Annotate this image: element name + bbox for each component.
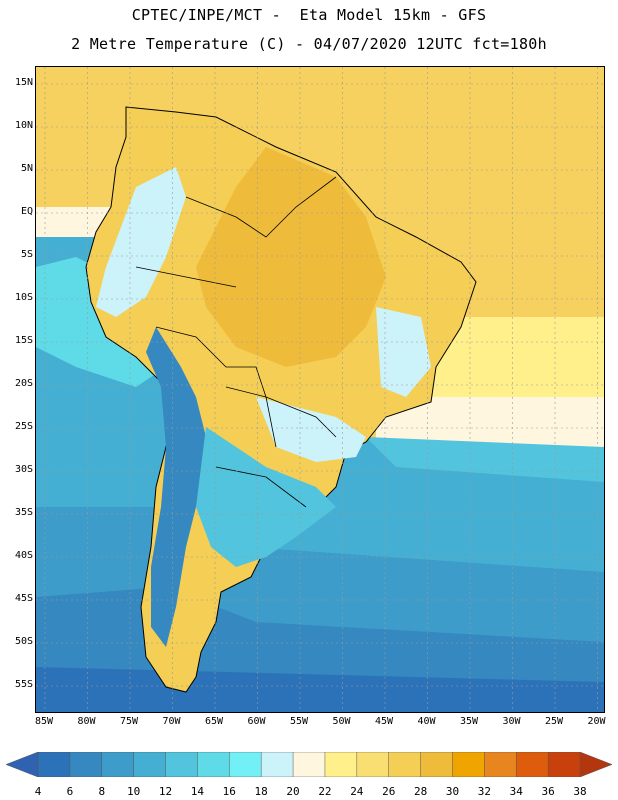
latitude-label: 20S bbox=[14, 378, 33, 389]
latitude-label: 35S bbox=[14, 507, 33, 518]
colorbar-swatch bbox=[515, 752, 549, 777]
longitude-label: 40W bbox=[417, 716, 436, 727]
temperature-map bbox=[35, 66, 605, 713]
colorbar-swatch bbox=[292, 752, 326, 777]
colorbar-swatch bbox=[452, 752, 486, 777]
longitude-label: 35W bbox=[459, 716, 479, 727]
parana-mild bbox=[256, 397, 366, 462]
latitude-label: 50S bbox=[14, 636, 33, 647]
title-line-2: 2 Metre Temperature (C) - 04/07/2020 12U… bbox=[71, 35, 547, 53]
colorbar-tick-label: 38 bbox=[573, 785, 587, 798]
longitude-label: 50W bbox=[332, 716, 351, 727]
colorbar-tick-label: 10 bbox=[127, 785, 141, 798]
longitude-label: 45W bbox=[374, 716, 394, 727]
colorbar-tick-label: 20 bbox=[286, 785, 300, 798]
longitude-label: 75W bbox=[119, 716, 139, 727]
temperature-colorbar bbox=[6, 752, 612, 777]
colorbar-swatch bbox=[420, 752, 454, 777]
colorbar-swatch bbox=[356, 752, 390, 777]
longitude-label: 30W bbox=[502, 716, 521, 727]
longitude-label: 60W bbox=[247, 716, 266, 727]
colorbar-swatch bbox=[37, 752, 71, 777]
longitude-label: 55W bbox=[289, 716, 309, 727]
colorbar-tick-label: 28 bbox=[413, 785, 428, 798]
colorbar-swatch bbox=[484, 752, 517, 777]
longitude-label: 70W bbox=[162, 716, 181, 727]
colorbar-swatch bbox=[6, 752, 39, 777]
latitude-label: 30S bbox=[14, 464, 33, 475]
colorbar-tick-label: 32 bbox=[477, 785, 491, 798]
colorbar-tick-label: 36 bbox=[541, 785, 555, 798]
title-line-1: CPTEC/INPE/MCT - Eta Model 15km - GFS bbox=[131, 6, 487, 24]
latitude-label: 15N bbox=[14, 77, 33, 88]
colorbar-swatch bbox=[101, 752, 135, 777]
longitude-label: 20W bbox=[587, 716, 606, 727]
colorbar-swatch bbox=[324, 752, 358, 777]
longitude-label: 80W bbox=[77, 716, 96, 727]
southern-cone-cool bbox=[196, 427, 336, 567]
colorbar-tick-label: 14 bbox=[190, 785, 205, 798]
latitude-label: 40S bbox=[14, 550, 33, 561]
longitude-label: 25W bbox=[544, 716, 564, 727]
colorbar-swatch bbox=[197, 752, 231, 777]
latitude-label: 55S bbox=[14, 679, 33, 690]
south-atlantic-band bbox=[366, 437, 604, 482]
colorbar-swatch bbox=[133, 752, 167, 777]
longitude-label: 65W bbox=[204, 716, 224, 727]
colorbar-swatch bbox=[579, 752, 612, 777]
andes-south-cold bbox=[146, 327, 206, 647]
country-borders bbox=[135, 176, 337, 508]
colorbar-swatch bbox=[547, 752, 581, 777]
colorbar-tick-label: 16 bbox=[222, 785, 236, 798]
colorbar-tick-label: 18 bbox=[254, 785, 268, 798]
latitude-label: 10S bbox=[14, 292, 33, 303]
colorbar-swatch bbox=[69, 752, 103, 777]
colorbar-tick-label: 24 bbox=[350, 785, 364, 798]
amazon-warm-area bbox=[196, 147, 386, 367]
temperature-map-svg bbox=[36, 67, 604, 712]
colorbar-swatch bbox=[229, 752, 262, 777]
colorbar-tick-label: 26 bbox=[382, 785, 396, 798]
andes-north-cool bbox=[96, 167, 186, 317]
colorbar-swatch bbox=[388, 752, 422, 777]
latitude-label: EQ bbox=[20, 206, 33, 217]
colorbar-tick-label: 34 bbox=[509, 785, 523, 798]
brazil-highlands-mild bbox=[376, 307, 431, 397]
latitude-label: 45S bbox=[14, 593, 33, 604]
colorbar-tick-label: 4 bbox=[34, 785, 42, 798]
latitude-label: 5S bbox=[20, 249, 33, 260]
longitude-label: 85W bbox=[34, 716, 54, 727]
colorbar-tick-label: 30 bbox=[445, 785, 460, 798]
colorbar-swatch bbox=[165, 752, 199, 777]
colorbar-swatch bbox=[260, 752, 294, 777]
colorbar-tick-label: 22 bbox=[318, 785, 332, 798]
latitude-label: 10N bbox=[14, 120, 33, 131]
latitude-label: 5N bbox=[20, 163, 33, 174]
latitude-label: 25S bbox=[14, 421, 33, 432]
colorbar-tick-label: 8 bbox=[98, 785, 106, 798]
latitude-label: 15S bbox=[14, 335, 33, 346]
colorbar-tick-label: 12 bbox=[158, 785, 173, 798]
colorbar-tick-label: 6 bbox=[66, 785, 74, 798]
